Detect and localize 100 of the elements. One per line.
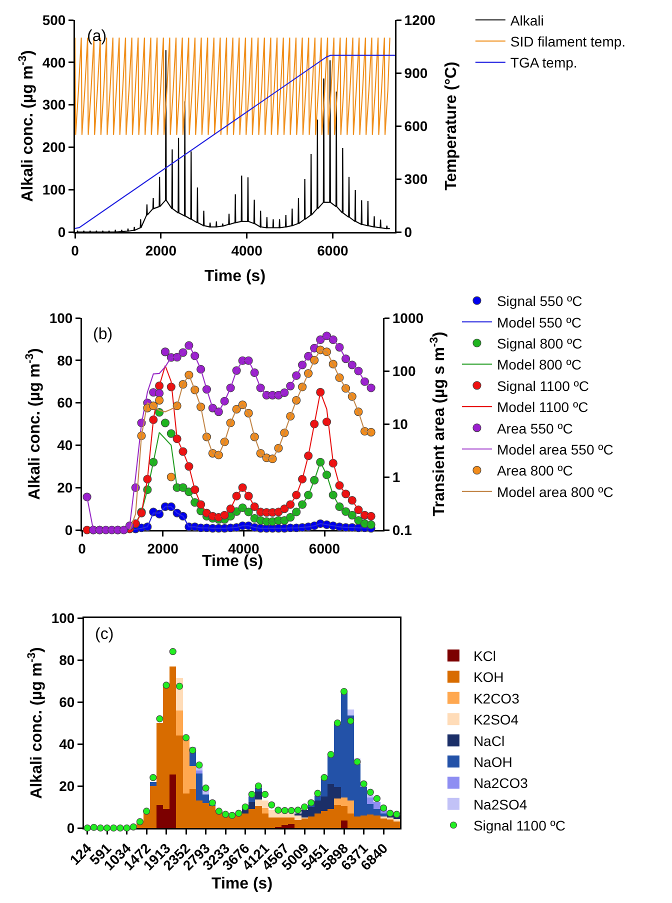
bar	[255, 791, 262, 800]
point	[103, 824, 111, 832]
point	[294, 806, 302, 814]
point	[228, 812, 236, 819]
legend-label: Signal 550 ºC	[496, 293, 582, 310]
point	[150, 774, 157, 782]
point	[340, 688, 348, 696]
point	[166, 472, 176, 482]
legend-label: Signal 800 ºC	[496, 335, 582, 352]
y2-tick-label: 1000	[392, 310, 424, 326]
legend-label: Na2SO4	[473, 796, 528, 812]
legend-label: K2CO3	[473, 690, 520, 706]
point	[160, 418, 170, 428]
legend-label: Model area 550 ºC	[496, 441, 614, 458]
point	[215, 808, 223, 815]
legend-label: KCl	[473, 648, 496, 664]
y-tick-label: 500	[42, 12, 66, 28]
point	[166, 429, 176, 438]
point	[189, 746, 196, 754]
y-tick-label: 40	[59, 736, 75, 752]
point	[242, 803, 249, 811]
legend-label: NaOH	[473, 754, 512, 770]
x-tick-label: 6000	[317, 242, 348, 258]
point	[156, 715, 164, 722]
point	[169, 648, 176, 656]
point	[116, 824, 124, 832]
y2-tick-label: 1200	[404, 12, 436, 28]
y-tick-label: 80	[57, 352, 73, 368]
legend-label: Area 800 ºC	[496, 462, 573, 479]
point	[82, 492, 92, 502]
point	[327, 750, 334, 758]
point	[196, 761, 203, 769]
point	[308, 799, 315, 806]
legend-label: Model 1100 ºC	[496, 399, 588, 416]
x-axis-title: Time (s)	[204, 268, 266, 285]
y-tick-label: 100	[42, 182, 66, 198]
legend-label: Na2CO3	[473, 775, 528, 792]
point	[347, 717, 354, 724]
x-tick-label: 2000	[145, 242, 177, 258]
point	[123, 824, 130, 832]
point	[96, 824, 104, 832]
y-tick-label: 20	[57, 480, 73, 496]
point	[300, 803, 308, 811]
x-tick-label: 6000	[308, 540, 340, 556]
point	[222, 810, 230, 818]
bar	[196, 770, 202, 774]
point	[360, 780, 368, 788]
point	[162, 682, 170, 689]
point	[84, 824, 91, 832]
y-tick-label: 20	[59, 778, 75, 794]
x-tick-label: 0	[78, 540, 86, 556]
point	[142, 808, 150, 815]
y-tick-label: 60	[57, 394, 73, 411]
point	[182, 734, 190, 742]
legend-label: TGA temp.	[510, 54, 578, 71]
point	[334, 719, 342, 727]
point	[136, 818, 144, 826]
annotation: (b)	[93, 326, 113, 343]
y-tick-label: 100	[51, 610, 75, 626]
point	[380, 804, 388, 812]
y-tick-label: 300	[42, 96, 66, 113]
y2-tick-label: 0.1	[392, 522, 412, 538]
legend-label: Signal 1100 ºC	[496, 378, 589, 394]
x-tick-label: 4000	[231, 242, 263, 258]
annotation: (c)	[95, 626, 114, 643]
point	[155, 396, 164, 405]
point	[314, 790, 322, 797]
y2-tick-label: 600	[404, 118, 428, 134]
point	[393, 810, 400, 818]
legend-label: Area 550 ºC	[496, 420, 573, 436]
point	[268, 801, 276, 808]
y-tick-label: 40	[57, 437, 73, 454]
point	[288, 807, 295, 814]
bar	[340, 820, 348, 828]
bar	[248, 802, 256, 810]
point	[366, 520, 376, 529]
bar	[347, 709, 354, 716]
legend-label: Model 800 ºC	[496, 356, 582, 373]
y-tick-label: 200	[42, 139, 66, 156]
legend-label: NaCl	[473, 732, 505, 749]
y-tick-label: 100	[49, 310, 73, 326]
y2-tick-label: 300	[404, 170, 428, 187]
bar	[150, 782, 156, 786]
y2-tick-label: 0	[404, 224, 412, 240]
point	[373, 795, 381, 802]
point	[176, 682, 184, 690]
y2-tick-label: 1	[392, 468, 400, 485]
y2-tick-label: 10	[392, 416, 408, 432]
x-axis-title: Time (s)	[202, 553, 264, 570]
legend-label: SID filament temp.	[510, 34, 626, 50]
point	[130, 823, 137, 830]
legend-label: Signal 1100 ºC	[473, 818, 566, 834]
point	[366, 428, 376, 437]
y-tick-label: 0	[64, 522, 73, 538]
legend-label: Alkali	[510, 12, 544, 28]
x-axis-title: Time (s)	[211, 875, 273, 892]
point	[366, 384, 376, 392]
y-tick-label: 400	[42, 54, 66, 70]
point	[235, 810, 242, 817]
legend-label: Model area 800 ºC	[496, 484, 614, 500]
